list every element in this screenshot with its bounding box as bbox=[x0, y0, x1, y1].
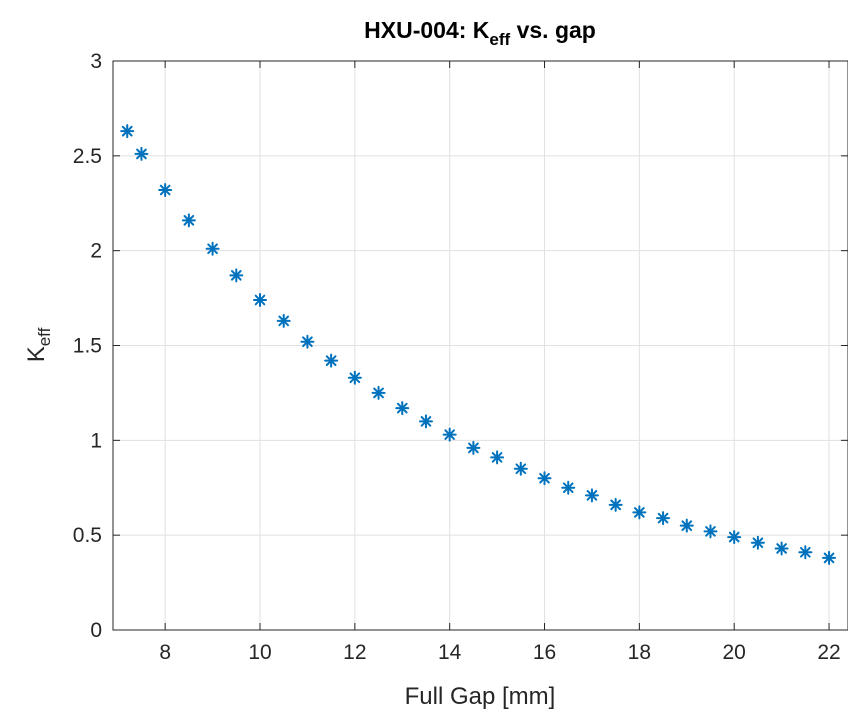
x-tick-label: 12 bbox=[343, 641, 366, 664]
data-point bbox=[276, 313, 291, 328]
data-point bbox=[632, 505, 647, 520]
data-point bbox=[703, 524, 718, 539]
data-point bbox=[253, 292, 267, 307]
y-tick-label: 1 bbox=[90, 429, 102, 452]
data-point bbox=[822, 550, 837, 565]
data-point bbox=[371, 385, 386, 400]
data-point bbox=[513, 461, 528, 476]
x-tick-label: 14 bbox=[438, 641, 462, 664]
data-point bbox=[442, 427, 457, 442]
axis-ticks: 8 10 12 14 16 18 20 22 0 0.5 1 1.5 2 2.5 3 bbox=[73, 50, 848, 664]
data-point bbox=[229, 268, 244, 283]
data-point bbox=[537, 471, 552, 486]
data-point bbox=[205, 241, 220, 256]
y-tick-label: 2 bbox=[90, 240, 102, 263]
data-point bbox=[418, 414, 433, 429]
data-point bbox=[561, 480, 576, 495]
data-point bbox=[300, 334, 315, 349]
data-series bbox=[120, 124, 837, 565]
y-tick-label: 1.5 bbox=[73, 335, 102, 358]
data-point bbox=[347, 370, 362, 385]
data-point bbox=[608, 497, 623, 512]
x-axis-label: Full Gap [mm] bbox=[405, 683, 556, 710]
data-point bbox=[679, 518, 694, 533]
data-point bbox=[324, 353, 339, 368]
data-point bbox=[584, 488, 599, 503]
y-axis-label: Keff bbox=[23, 327, 54, 362]
y-tick-label: 2.5 bbox=[73, 145, 102, 168]
y-tick-label: 0.5 bbox=[73, 524, 102, 547]
x-tick-label: 10 bbox=[248, 641, 271, 664]
data-point bbox=[181, 213, 196, 228]
x-tick-label: 8 bbox=[159, 641, 171, 664]
data-point bbox=[158, 182, 173, 197]
data-point bbox=[750, 535, 765, 550]
chart-title: HXU-004: Keff vs. gap bbox=[364, 17, 596, 49]
data-point bbox=[395, 401, 410, 416]
x-tick-label: 20 bbox=[723, 641, 746, 664]
y-tick-label: 3 bbox=[90, 50, 102, 73]
data-point bbox=[656, 511, 671, 526]
data-point bbox=[490, 450, 505, 465]
data-point bbox=[466, 440, 481, 455]
x-tick-label: 22 bbox=[817, 641, 840, 664]
y-tick-label: 0 bbox=[90, 619, 102, 642]
data-point bbox=[727, 530, 742, 545]
x-tick-label: 18 bbox=[628, 641, 651, 664]
data-point bbox=[798, 545, 813, 560]
data-point bbox=[774, 541, 789, 556]
x-tick-label: 16 bbox=[533, 641, 556, 664]
data-point bbox=[120, 124, 135, 139]
data-point bbox=[134, 146, 149, 161]
